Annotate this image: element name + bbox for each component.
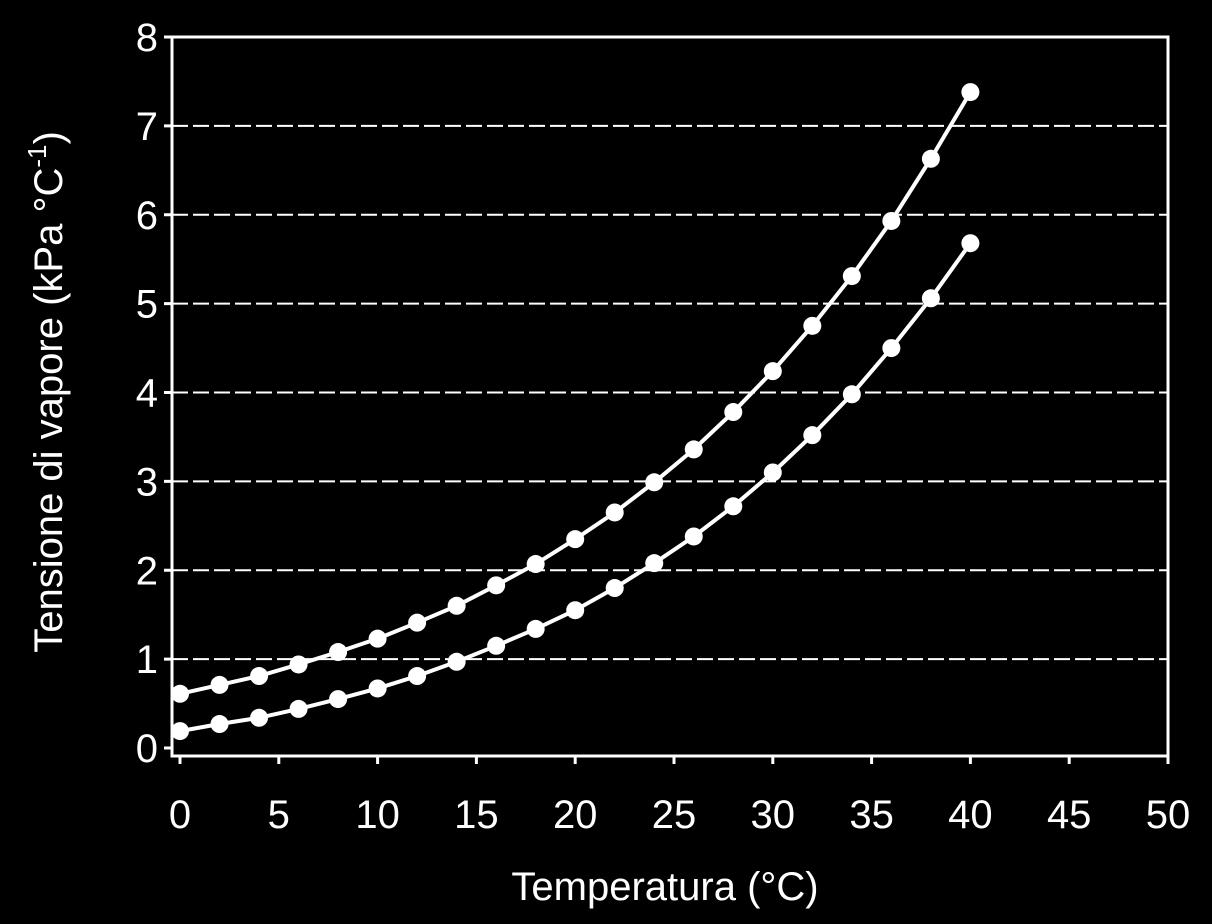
data-point — [487, 636, 506, 655]
data-point — [803, 426, 822, 445]
data-point — [684, 527, 703, 546]
y-tick-label: 6 — [136, 194, 158, 238]
x-tick-label: 45 — [1047, 793, 1092, 837]
data-point — [210, 675, 229, 694]
data-point — [605, 579, 624, 598]
data-point — [961, 234, 980, 253]
data-point — [289, 699, 308, 718]
data-point — [921, 149, 940, 168]
data-point — [171, 722, 189, 741]
data-point — [447, 652, 466, 671]
x-axis-title: Temperatura (°C) — [511, 865, 818, 909]
data-point — [526, 555, 545, 574]
data-point — [921, 289, 940, 308]
x-tick-label: 10 — [355, 793, 400, 837]
data-point — [724, 403, 743, 422]
data-point — [210, 715, 229, 734]
data-point — [842, 267, 861, 286]
y-tick-label: 2 — [136, 549, 158, 593]
data-point — [368, 679, 387, 698]
x-tick-label: 40 — [948, 793, 993, 837]
data-point — [329, 690, 348, 709]
x-tick-label: 5 — [268, 793, 290, 837]
y-axis-title-main: Tensione di vapore (kPa °C — [27, 168, 71, 653]
data-point — [803, 316, 822, 335]
y-tick-label: 7 — [136, 105, 158, 149]
data-point — [447, 596, 466, 615]
x-tick-label: 15 — [454, 793, 499, 837]
data-point — [763, 362, 782, 381]
data-point — [368, 629, 387, 648]
data-point — [487, 576, 506, 595]
y-tick-label: 4 — [136, 372, 158, 416]
data-point — [645, 473, 664, 492]
data-point — [526, 619, 545, 638]
data-point — [566, 601, 585, 620]
data-point — [842, 385, 861, 404]
data-point — [289, 655, 308, 674]
y-tick-label: 3 — [136, 460, 158, 504]
data-point — [250, 667, 269, 686]
x-tick-label: 0 — [169, 793, 191, 837]
data-point — [882, 211, 901, 230]
data-point — [566, 530, 585, 549]
x-tick-label: 30 — [751, 793, 796, 837]
x-tick-label: 20 — [553, 793, 598, 837]
data-point — [684, 440, 703, 459]
y-axis-title: Tensione di vapore (kPa °C-1) — [22, 131, 71, 653]
data-point — [329, 643, 348, 662]
y-tick-label: 5 — [136, 283, 158, 327]
data-point — [408, 613, 427, 632]
data-point — [961, 83, 980, 102]
y-axis-title-superscript: -1 — [22, 145, 52, 168]
data-point — [645, 554, 664, 573]
data-point — [763, 463, 782, 482]
x-tick-label: 25 — [652, 793, 697, 837]
data-point — [171, 684, 189, 703]
plot-frame — [170, 35, 1170, 758]
y-tick-label: 8 — [136, 16, 158, 60]
y-tick-label: 1 — [136, 638, 158, 682]
y-tick-label: 0 — [136, 727, 158, 771]
x-tick-label: 35 — [849, 793, 894, 837]
x-tick-label: 50 — [1146, 793, 1191, 837]
data-point — [882, 339, 901, 358]
data-point — [724, 497, 743, 516]
data-point — [250, 708, 269, 727]
data-point — [408, 667, 427, 686]
y-axis-title-suffix: ) — [27, 131, 71, 144]
data-point — [605, 503, 624, 522]
